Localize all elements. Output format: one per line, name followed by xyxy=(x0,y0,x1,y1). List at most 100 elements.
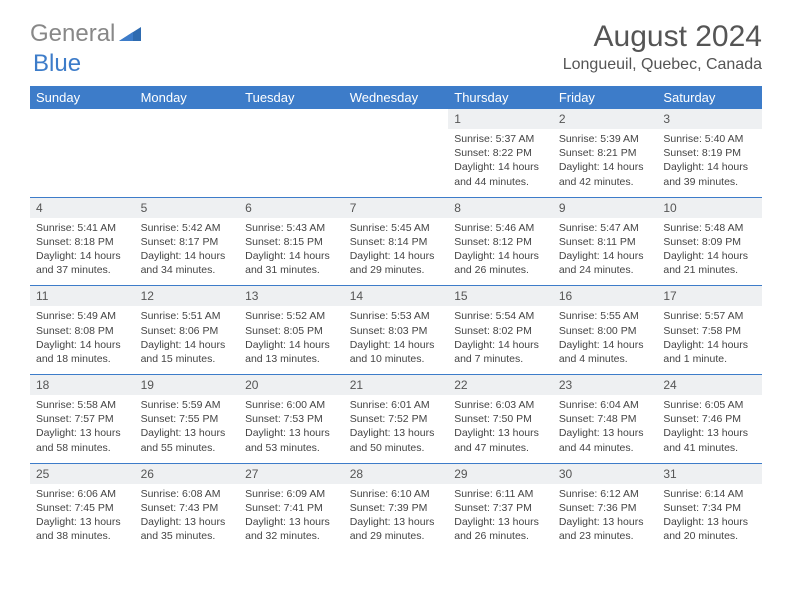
day-number-cell: 31 xyxy=(657,463,762,484)
day-detail-cell: Sunrise: 6:04 AMSunset: 7:48 PMDaylight:… xyxy=(553,395,658,463)
sunrise-text: Sunrise: 5:51 AM xyxy=(141,309,234,323)
sunrise-text: Sunrise: 5:57 AM xyxy=(663,309,756,323)
sunrise-text: Sunrise: 5:54 AM xyxy=(454,309,547,323)
dayhead-row: Sunday Monday Tuesday Wednesday Thursday… xyxy=(30,86,762,109)
day-detail-cell: Sunrise: 6:05 AMSunset: 7:46 PMDaylight:… xyxy=(657,395,762,463)
day-number-cell: 21 xyxy=(344,375,449,396)
day-detail-cell: Sunrise: 6:12 AMSunset: 7:36 PMDaylight:… xyxy=(553,484,658,552)
day-detail-cell xyxy=(30,129,135,197)
day-number-cell xyxy=(239,109,344,129)
sunset-text: Sunset: 8:19 PM xyxy=(663,146,756,160)
sunrise-text: Sunrise: 5:40 AM xyxy=(663,132,756,146)
day-number-cell: 18 xyxy=(30,375,135,396)
day-number-cell: 11 xyxy=(30,286,135,307)
sunset-text: Sunset: 8:12 PM xyxy=(454,235,547,249)
daylight-text: Daylight: 14 hours and 1 minute. xyxy=(663,338,756,366)
sunset-text: Sunset: 8:03 PM xyxy=(350,324,443,338)
daylight-text: Daylight: 14 hours and 44 minutes. xyxy=(454,160,547,188)
day-number-cell: 13 xyxy=(239,286,344,307)
day-number-cell: 26 xyxy=(135,463,240,484)
header: General August 2024 Longueuil, Quebec, C… xyxy=(0,0,792,82)
day-number-cell: 14 xyxy=(344,286,449,307)
sunset-text: Sunset: 7:48 PM xyxy=(559,412,652,426)
day-detail-cell xyxy=(239,129,344,197)
day-number-cell: 16 xyxy=(553,286,658,307)
day-detail-cell xyxy=(135,129,240,197)
daylight-text: Daylight: 14 hours and 18 minutes. xyxy=(36,338,129,366)
day-number-cell: 25 xyxy=(30,463,135,484)
logo-blue-text-wrap: Blue xyxy=(33,50,81,78)
day-detail-cell: Sunrise: 5:43 AMSunset: 8:15 PMDaylight:… xyxy=(239,218,344,286)
sunrise-text: Sunrise: 5:42 AM xyxy=(141,221,234,235)
sunset-text: Sunset: 7:52 PM xyxy=(350,412,443,426)
sunrise-text: Sunrise: 6:01 AM xyxy=(350,398,443,412)
day-detail-cell: Sunrise: 6:01 AMSunset: 7:52 PMDaylight:… xyxy=(344,395,449,463)
day-detail-cell: Sunrise: 5:46 AMSunset: 8:12 PMDaylight:… xyxy=(448,218,553,286)
day-detail-cell: Sunrise: 6:09 AMSunset: 7:41 PMDaylight:… xyxy=(239,484,344,552)
sunset-text: Sunset: 8:17 PM xyxy=(141,235,234,249)
sunset-text: Sunset: 7:53 PM xyxy=(245,412,338,426)
day-number-cell xyxy=(344,109,449,129)
day-detail-cell: Sunrise: 5:37 AMSunset: 8:22 PMDaylight:… xyxy=(448,129,553,197)
day-number-cell: 19 xyxy=(135,375,240,396)
day-detail-cell: Sunrise: 5:57 AMSunset: 7:58 PMDaylight:… xyxy=(657,306,762,374)
day-number-cell: 22 xyxy=(448,375,553,396)
sunset-text: Sunset: 7:39 PM xyxy=(350,501,443,515)
sunset-text: Sunset: 8:09 PM xyxy=(663,235,756,249)
daylight-text: Daylight: 14 hours and 29 minutes. xyxy=(350,249,443,277)
daylight-text: Daylight: 14 hours and 4 minutes. xyxy=(559,338,652,366)
week-number-row: 45678910 xyxy=(30,197,762,218)
week-detail-row: Sunrise: 6:06 AMSunset: 7:45 PMDaylight:… xyxy=(30,484,762,552)
day-number-cell: 1 xyxy=(448,109,553,129)
day-detail-cell: Sunrise: 6:08 AMSunset: 7:43 PMDaylight:… xyxy=(135,484,240,552)
sunrise-text: Sunrise: 6:11 AM xyxy=(454,487,547,501)
dayhead-tuesday: Tuesday xyxy=(239,86,344,109)
sunset-text: Sunset: 8:21 PM xyxy=(559,146,652,160)
sunrise-text: Sunrise: 6:08 AM xyxy=(141,487,234,501)
sunrise-text: Sunrise: 5:39 AM xyxy=(559,132,652,146)
sunset-text: Sunset: 8:02 PM xyxy=(454,324,547,338)
day-number-cell: 20 xyxy=(239,375,344,396)
sunset-text: Sunset: 7:58 PM xyxy=(663,324,756,338)
day-number-cell: 10 xyxy=(657,197,762,218)
day-detail-cell: Sunrise: 6:06 AMSunset: 7:45 PMDaylight:… xyxy=(30,484,135,552)
sunset-text: Sunset: 8:22 PM xyxy=(454,146,547,160)
day-number-cell: 29 xyxy=(448,463,553,484)
sunrise-text: Sunrise: 5:59 AM xyxy=(141,398,234,412)
sunset-text: Sunset: 8:11 PM xyxy=(559,235,652,249)
sunrise-text: Sunrise: 6:04 AM xyxy=(559,398,652,412)
sunrise-text: Sunrise: 5:53 AM xyxy=(350,309,443,323)
day-detail-cell: Sunrise: 5:53 AMSunset: 8:03 PMDaylight:… xyxy=(344,306,449,374)
calendar-body: 123 Sunrise: 5:37 AMSunset: 8:22 PMDayli… xyxy=(30,109,762,551)
week-number-row: 18192021222324 xyxy=(30,375,762,396)
sunrise-text: Sunrise: 5:45 AM xyxy=(350,221,443,235)
day-detail-cell: Sunrise: 5:41 AMSunset: 8:18 PMDaylight:… xyxy=(30,218,135,286)
logo: General xyxy=(30,20,143,48)
sunrise-text: Sunrise: 6:09 AM xyxy=(245,487,338,501)
daylight-text: Daylight: 13 hours and 32 minutes. xyxy=(245,515,338,543)
day-number-cell: 12 xyxy=(135,286,240,307)
logo-text-general: General xyxy=(30,20,115,48)
day-detail-cell: Sunrise: 6:14 AMSunset: 7:34 PMDaylight:… xyxy=(657,484,762,552)
week-number-row: 11121314151617 xyxy=(30,286,762,307)
day-number-cell: 4 xyxy=(30,197,135,218)
daylight-text: Daylight: 13 hours and 47 minutes. xyxy=(454,426,547,454)
sunrise-text: Sunrise: 5:58 AM xyxy=(36,398,129,412)
day-number-cell: 8 xyxy=(448,197,553,218)
dayhead-saturday: Saturday xyxy=(657,86,762,109)
daylight-text: Daylight: 14 hours and 39 minutes. xyxy=(663,160,756,188)
sunset-text: Sunset: 8:08 PM xyxy=(36,324,129,338)
week-number-row: 123 xyxy=(30,109,762,129)
day-detail-cell: Sunrise: 5:59 AMSunset: 7:55 PMDaylight:… xyxy=(135,395,240,463)
daylight-text: Daylight: 13 hours and 53 minutes. xyxy=(245,426,338,454)
daylight-text: Daylight: 14 hours and 10 minutes. xyxy=(350,338,443,366)
sunrise-text: Sunrise: 6:03 AM xyxy=(454,398,547,412)
daylight-text: Daylight: 14 hours and 37 minutes. xyxy=(36,249,129,277)
day-number-cell: 28 xyxy=(344,463,449,484)
daylight-text: Daylight: 13 hours and 20 minutes. xyxy=(663,515,756,543)
daylight-text: Daylight: 13 hours and 26 minutes. xyxy=(454,515,547,543)
calendar-table: Sunday Monday Tuesday Wednesday Thursday… xyxy=(30,86,762,551)
sunrise-text: Sunrise: 6:05 AM xyxy=(663,398,756,412)
daylight-text: Daylight: 13 hours and 41 minutes. xyxy=(663,426,756,454)
daylight-text: Daylight: 14 hours and 7 minutes. xyxy=(454,338,547,366)
